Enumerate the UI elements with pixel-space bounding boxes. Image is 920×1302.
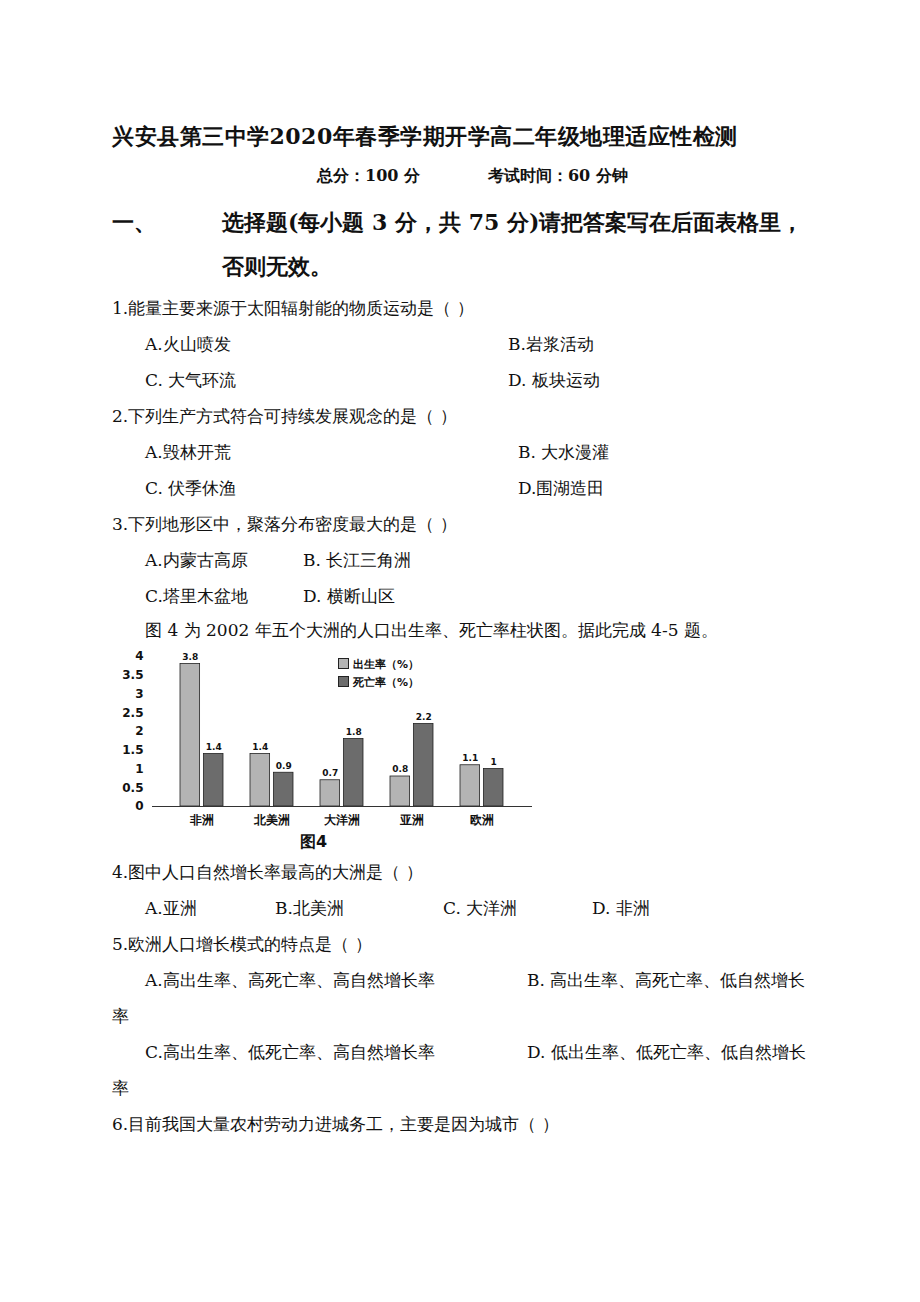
html-text:D.围湖造田: D.围湖造田 xyxy=(518,478,605,498)
svg-text:1: 1 xyxy=(491,757,497,767)
html-text:选择题(每小题 3 分，共 75 分)请把答案写在后面表格里: 选择题(每小题 3 分，共 75 分)请把答案写在后面表格里，否则无效。 xyxy=(222,209,804,279)
html-text:4.图中人口自然增长率最高的大洲是（ ）: 4.图中人口自然增长率最高的大洲是（ ） xyxy=(112,862,423,882)
svg-text:2: 2 xyxy=(135,724,143,738)
html-text:一、: 一、 xyxy=(112,209,156,235)
html-text:6.目前我国大量农村劳动力进城务工，主要是因为城市（ ）: 6.目前我国大量农村劳动力进城务工，主要是因为城市（ ） xyxy=(112,1114,559,1134)
html-text:D. 板块运动: D. 板块运动 xyxy=(508,370,600,390)
html-text:A.毁林开荒: A.毁林开荒 xyxy=(145,442,231,462)
html-text:B.岩浆活动: B.岩浆活动 xyxy=(508,334,594,354)
svg-text:1: 1 xyxy=(135,762,143,776)
html-text:B. 大水漫灌: B. 大水漫灌 xyxy=(518,442,610,462)
html-text:C. 大气环流: C. 大气环流 xyxy=(145,370,237,390)
html-text:出生率（%）: 出生率（%） xyxy=(353,658,419,671)
html-text:A.亚洲: A.亚洲 xyxy=(145,898,197,918)
html-text:C. 伏季休渔: C. 伏季休渔 xyxy=(145,478,237,498)
html-text:D. 非洲: D. 非洲 xyxy=(592,898,650,918)
svg-text:0.8: 0.8 xyxy=(392,764,408,774)
svg-text:0.7: 0.7 xyxy=(322,768,338,778)
html-text:图 4 为 2002 年五个大洲的人口出生率、死亡率柱状图。: 图 4 为 2002 年五个大洲的人口出生率、死亡率柱状图。据此完成 4-5 题… xyxy=(145,620,718,640)
html-text:B. 长江三角洲: B. 长江三角洲 xyxy=(303,550,412,570)
svg-text:1.5: 1.5 xyxy=(122,743,143,757)
html-text:3.下列地形区中，聚落分布密度最大的是（ ）: 3.下列地形区中，聚落分布密度最大的是（ ） xyxy=(112,514,457,534)
svg-text:1.4: 1.4 xyxy=(252,742,268,752)
svg-text:1.1: 1.1 xyxy=(462,753,478,763)
svg-text:0.9: 0.9 xyxy=(276,761,292,771)
html-text:5.欧洲人口增长模式的特点是（ ）: 5.欧洲人口增长模式的特点是（ ） xyxy=(112,934,372,954)
html-text:考试时间：60 分钟: 考试时间：60 分钟 xyxy=(488,166,628,185)
html-text:A.内蒙古高原: A.内蒙古高原 xyxy=(145,550,248,570)
html-text:D. 低出生率、低死亡率、低自然增长率: D. 低出生率、低死亡率、低自然增长率 xyxy=(112,1042,806,1098)
svg-text:1.4: 1.4 xyxy=(206,742,222,752)
html-text:死亡率（%）: 死亡率（%） xyxy=(353,676,419,689)
svg-text:3.8: 3.8 xyxy=(182,652,198,662)
html-text:图4: 图4 xyxy=(300,832,328,851)
html-text:C.高出生率、低死亡率、高自然增长率: C.高出生率、低死亡率、高自然增长率 xyxy=(145,1042,435,1062)
svg-text:北美洲: 北美洲 xyxy=(253,813,290,827)
svg-text:非洲: 非洲 xyxy=(189,813,214,827)
svg-text:0.5: 0.5 xyxy=(122,781,143,795)
html-text:A.火山喷发: A.火山喷发 xyxy=(145,334,231,354)
html-text:A.高出生率、高死亡率、高自然增长率: A.高出生率、高死亡率、高自然增长率 xyxy=(145,970,435,990)
html-text:兴安县第三中学2020年春季学期开学高二年级地理适应性检测: 兴安县第三中学2020年春季学期开学高二年级地理适应性检测 xyxy=(112,123,738,149)
svg-text:欧洲: 欧洲 xyxy=(470,813,494,827)
html-text:1.能量主要来源于太阳辐射能的物质运动是（ ）: 1.能量主要来源于太阳辐射能的物质运动是（ ） xyxy=(112,298,474,318)
svg-text:3.5: 3.5 xyxy=(122,668,143,682)
svg-text:0: 0 xyxy=(135,799,143,813)
svg-text:1.8: 1.8 xyxy=(346,727,362,737)
svg-text:大洋洲: 大洋洲 xyxy=(324,813,360,827)
svg-text:4: 4 xyxy=(135,649,143,663)
html-text:C. 大洋洲: C. 大洋洲 xyxy=(443,898,518,918)
svg-text:2.5: 2.5 xyxy=(122,706,143,720)
html-text:B.北美洲: B.北美洲 xyxy=(275,898,344,918)
html-text:D. 横断山区: D. 横断山区 xyxy=(303,586,395,606)
svg-text:亚洲: 亚洲 xyxy=(399,813,424,827)
html-text:总分：100 分: 总分：100 分 xyxy=(317,166,420,185)
html-text:C.塔里木盆地: C.塔里木盆地 xyxy=(145,586,248,606)
html-text:2.下列生产方式符合可持续发展观念的是（ ）: 2.下列生产方式符合可持续发展观念的是（ ） xyxy=(112,406,457,426)
svg-text:3: 3 xyxy=(135,687,143,701)
html-text:B. 高出生率、高死亡率、低自然增长率: B. 高出生率、高死亡率、低自然增长率 xyxy=(112,970,806,1026)
svg-text:2.2: 2.2 xyxy=(416,712,432,722)
